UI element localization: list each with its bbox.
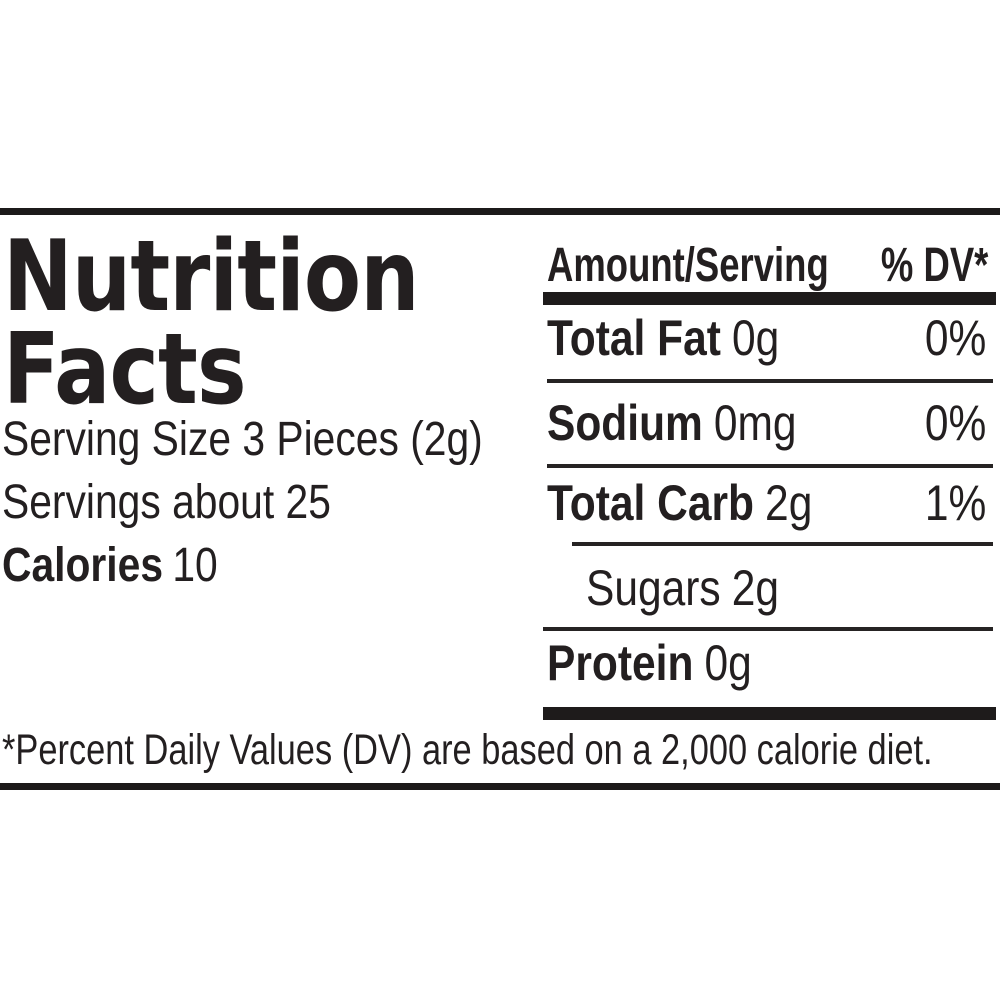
footer-rule	[543, 707, 996, 720]
sodium-amount: 0mg	[713, 395, 797, 451]
servings-count: Servings about 25	[2, 476, 331, 529]
total-carb-amount: 2g	[765, 475, 813, 531]
amount-serving-header: Amount/Serving	[547, 239, 829, 292]
sugars-amount: 2g	[731, 560, 780, 616]
nutrition-facts-title: Nutrition Facts	[3, 220, 420, 427]
divider-indented	[572, 542, 993, 546]
row-sugars: Sugars 2g	[547, 558, 986, 618]
calories-label: Calories	[2, 539, 164, 592]
total-carb-name: Total Carb	[547, 475, 755, 531]
row-protein: Protein 0g	[547, 633, 986, 693]
divider	[543, 627, 993, 631]
column-headers: Amount/Serving % DV*	[547, 236, 988, 296]
daily-values-footnote: *Percent Daily Values (DV) are based on …	[2, 722, 1000, 778]
total-fat-amount: 0g	[731, 310, 780, 366]
sodium-name: Sodium	[547, 395, 703, 451]
title-line-1: Nutrition	[3, 220, 420, 334]
serving-size: Serving Size 3 Pieces (2g)	[2, 413, 483, 466]
top-rule	[0, 208, 1000, 215]
total-fat-cell: Total Fat 0g	[547, 308, 779, 368]
footnote-text: *Percent Daily Values (DV) are based on …	[2, 726, 933, 774]
total-carb-cell: Total Carb 2g	[547, 473, 812, 533]
total-carb-dv: 1%	[924, 475, 986, 531]
protein-cell: Protein 0g	[547, 633, 752, 693]
protein-name: Protein	[547, 635, 694, 691]
sugars-name: Sugars	[586, 560, 721, 616]
sugars-cell: Sugars 2g	[586, 558, 779, 618]
bottom-rule	[0, 783, 1000, 790]
sodium-cell: Sodium 0mg	[547, 393, 797, 453]
serving-info: Serving Size 3 Pieces (2g) Servings abou…	[2, 408, 568, 597]
calories-value: 10	[172, 539, 218, 592]
header-rule	[543, 292, 996, 305]
nutrients-column: Amount/Serving % DV* Total Fat 0g 0% Sodi…	[543, 0, 996, 1000]
total-fat-name: Total Fat	[547, 310, 721, 366]
row-sodium: Sodium 0mg 0%	[547, 393, 986, 453]
divider	[547, 464, 993, 468]
divider	[547, 379, 993, 383]
row-total-carb: Total Carb 2g 1%	[547, 473, 986, 533]
percent-dv-header: % DV*	[880, 239, 988, 292]
row-total-fat: Total Fat 0g 0%	[547, 308, 986, 368]
title-line-2: Facts	[3, 313, 247, 427]
sodium-dv: 0%	[924, 395, 986, 451]
calories: Calories 10	[2, 534, 218, 597]
protein-amount: 0g	[704, 635, 752, 691]
total-fat-dv: 0%	[924, 310, 986, 366]
